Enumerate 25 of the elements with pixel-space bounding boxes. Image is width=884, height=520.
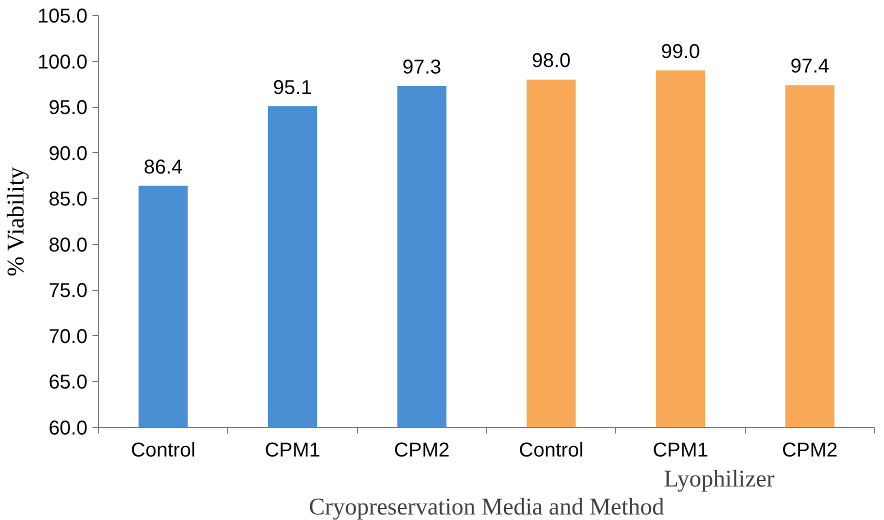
y-tick-label: 85.0 (48, 188, 88, 211)
y-tick-label: 65.0 (48, 372, 88, 394)
y-tick-label: 70.0 (48, 326, 88, 348)
y-tick-label: 95.0 (48, 97, 88, 120)
data-label: 86.4 (144, 156, 183, 178)
y-tick-label: 100.0 (37, 51, 88, 74)
x-tick-label: CPM1 (264, 440, 320, 462)
y-axis-title: % Viability (3, 166, 30, 276)
y-tick-label: 90.0 (48, 142, 88, 165)
x-tick-label: CPM2 (394, 440, 450, 462)
x-tick-label: Control (518, 440, 584, 462)
x-tick-label: CPM1 (652, 440, 708, 462)
x-tick-label: CPM2 (782, 440, 838, 462)
y-tick-label: 80.0 (48, 234, 88, 256)
x-tick-label: Control (130, 440, 196, 462)
data-label: 99.0 (661, 41, 700, 64)
data-label: 97.4 (790, 56, 830, 78)
y-tick-label: 60.0 (48, 418, 88, 440)
data-label: 95.1 (273, 76, 312, 99)
x-axis-title: Cryopreservation Media and Method (308, 494, 664, 520)
y-tick-label: 75.0 (48, 280, 88, 302)
data-label: 97.3 (402, 56, 442, 79)
text: Lyophilizer (664, 466, 775, 492)
y-tick-label: 105.0 (37, 6, 88, 28)
data-label: 98.0 (532, 50, 571, 72)
